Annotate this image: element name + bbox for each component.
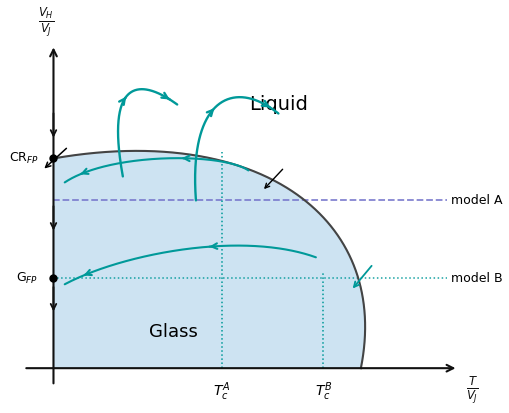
- Polygon shape: [53, 151, 364, 368]
- Text: G$_{FP}$: G$_{FP}$: [16, 271, 38, 286]
- Text: $\frac{V_H}{V_J}$: $\frac{V_H}{V_J}$: [38, 5, 54, 38]
- Text: CR$_{FP}$: CR$_{FP}$: [9, 151, 38, 166]
- Text: model A: model A: [450, 194, 501, 207]
- Text: Glass: Glass: [149, 323, 197, 341]
- Text: $T_c^B$: $T_c^B$: [314, 380, 331, 403]
- Text: model B: model B: [450, 272, 501, 285]
- Text: Liquid: Liquid: [248, 95, 307, 114]
- Text: $\frac{T}{V_J}$: $\frac{T}{V_J}$: [465, 374, 477, 406]
- Text: $T_c^A$: $T_c^A$: [213, 380, 231, 403]
